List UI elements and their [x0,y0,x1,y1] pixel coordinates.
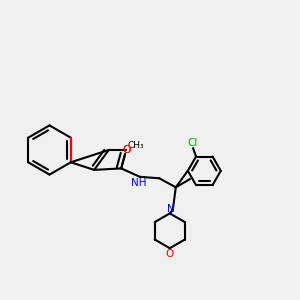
Text: CH₃: CH₃ [128,141,144,150]
Text: NH: NH [130,178,146,188]
Text: O: O [122,146,131,155]
Text: Cl: Cl [187,138,198,148]
Text: O: O [166,249,174,259]
Text: N: N [167,204,175,214]
Text: O: O [122,145,131,154]
